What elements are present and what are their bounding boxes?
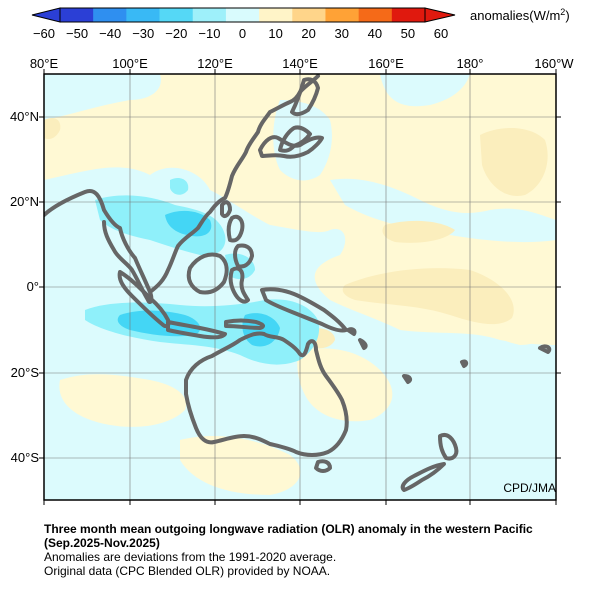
- colorbar-cell: [391, 8, 426, 22]
- coast-asia-mainland: [44, 74, 320, 304]
- colorbar-cell: [358, 8, 393, 22]
- colorbar-cell: [126, 8, 160, 22]
- coast-new-guinea: [260, 287, 348, 333]
- colorbar-cell: [192, 8, 227, 22]
- lon-label-180: 180°: [457, 56, 484, 71]
- caption-note-source: Original data (CPC Blended OLR) provided…: [44, 564, 331, 578]
- colorbar: −60 −50 −40 −30 −20 −10 0 10 20 30 40 50 60 anomalie…: [31, 7, 570, 41]
- coast-australia: [184, 331, 349, 457]
- longitude-labels: 80°E 100°E 120°E 140°E 160°E 180° 160°W: [30, 56, 574, 71]
- colorbar-tick-label: −60: [33, 26, 55, 41]
- lon-label-120e: 120°E: [197, 56, 233, 71]
- colorbar-cell: [225, 8, 260, 22]
- colorbar-tick-label: −50: [66, 26, 88, 41]
- lat-label-20s: 20°S: [11, 365, 40, 380]
- coast-borneo: [186, 252, 229, 295]
- caption-title-line2: (Sep.2025-Nov.2025): [44, 536, 160, 550]
- colorbar-tick-label: 20: [301, 26, 315, 41]
- coast-japan: [258, 77, 324, 159]
- colorbar-cell: [292, 8, 326, 22]
- lon-label-140e: 140°E: [282, 56, 318, 71]
- map-panel: [39, 69, 561, 505]
- coast-sumatra-java: [117, 270, 227, 340]
- colorbar-tick-label: −20: [165, 26, 187, 41]
- coast-sulawesi: [224, 266, 265, 330]
- lat-label-20n: 20°N: [10, 194, 39, 209]
- lat-label-40s: 40°S: [11, 450, 40, 465]
- colorbar-tick-label: −40: [99, 26, 121, 41]
- colorbar-cell: [60, 8, 94, 22]
- colorbar-tick-label: −30: [132, 26, 154, 41]
- colorbar-tick-label: 30: [335, 26, 349, 41]
- colorbar-cells: [59, 7, 426, 23]
- coastlines: [44, 74, 552, 492]
- map-frame-ticks: [39, 69, 561, 505]
- colorbar-tick-label: 40: [368, 26, 382, 41]
- caption-title-line1: Three month mean outgoing longwave radia…: [44, 522, 533, 536]
- coast-new-zealand: [400, 433, 459, 492]
- colorbar-cell: [159, 8, 194, 22]
- latitude-labels: 40°N 20°N 0° 20°S 40°S: [10, 109, 39, 465]
- caption-note-baseline: Anomalies are deviations from the 1991-2…: [44, 550, 337, 564]
- colorbar-cell: [259, 8, 293, 22]
- colorbar-tick-labels: −60 −50 −40 −30 −20 −10 0 10 20 30 40 50 60: [33, 26, 448, 41]
- coast-philippines: [220, 200, 254, 269]
- colorbar-cell: [325, 8, 359, 22]
- colorbar-tick-label: 60: [434, 26, 448, 41]
- lon-label-160w: 160°W: [534, 56, 574, 71]
- coast-pacific-islands: [346, 327, 552, 384]
- lat-label-40n: 40°N: [10, 109, 39, 124]
- lon-label-160e: 160°E: [368, 56, 404, 71]
- colorbar-tick-label: −10: [198, 26, 220, 41]
- colorbar-left-arrow: [31, 7, 61, 23]
- colorbar-tick-label: 0: [239, 26, 246, 41]
- credit-label: CPD/JMA: [503, 481, 556, 495]
- lon-label-80e: 80°E: [30, 56, 59, 71]
- colorbar-tick-label: 10: [268, 26, 282, 41]
- colorbar-tick-label: 50: [401, 26, 415, 41]
- colorbar-unit-label: anomalies(W/m2): [470, 7, 570, 23]
- lat-label-0: 0°: [27, 279, 39, 294]
- colorbar-cell: [93, 8, 127, 22]
- coast-tasmania: [314, 459, 332, 473]
- lon-label-100e: 100°E: [112, 56, 148, 71]
- colorbar-right-arrow: [424, 7, 456, 23]
